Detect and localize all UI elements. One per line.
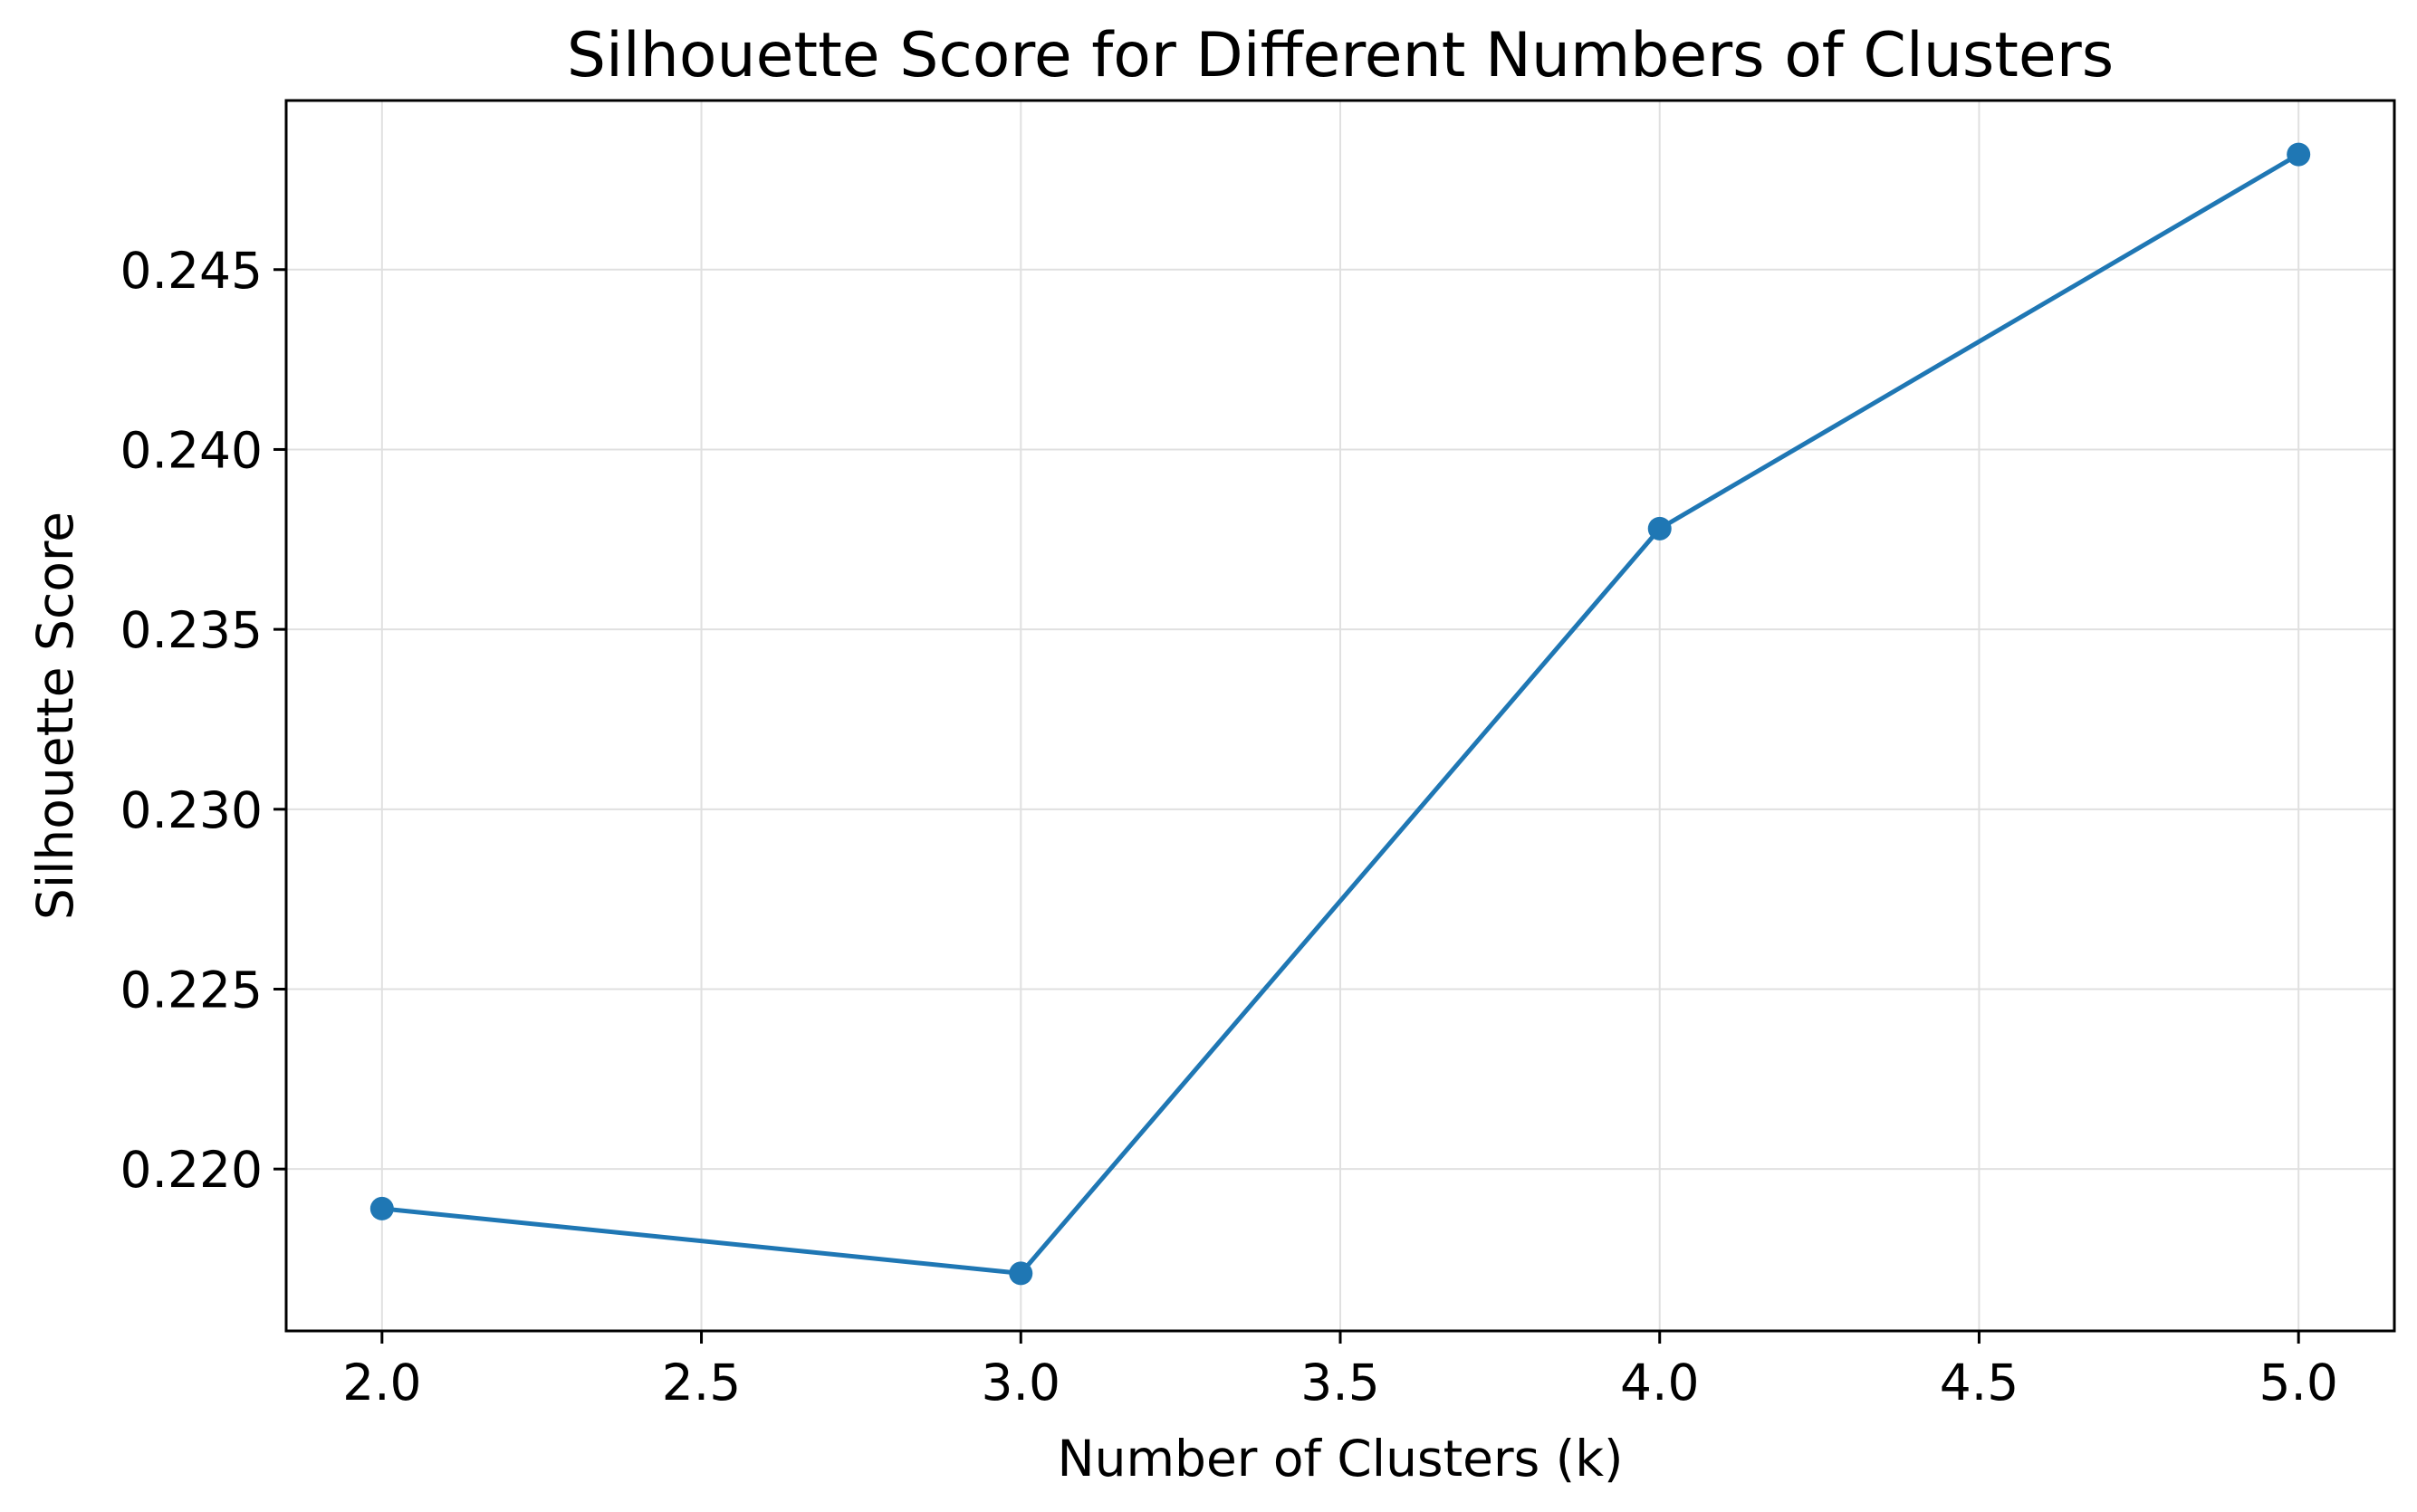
data-point (2287, 142, 2311, 167)
axis-ticks: 2.0 2.5 3.0 3.5 4.0 4.5 5.0 0.220 0.225 0.230 0.23… (120, 242, 2338, 1412)
plot-area-frame (284, 99, 2396, 1333)
grid-lines (286, 100, 2394, 1331)
chart-title: Silhouette Score for Different Numbers o… (567, 20, 2114, 91)
data-point (1009, 1261, 1033, 1286)
x-tick-label: 2.0 (342, 1354, 421, 1412)
data-point (369, 1196, 394, 1220)
x-tick-label: 2.5 (662, 1354, 741, 1412)
series-line (381, 152, 2300, 1276)
y-tick-label: 0.230 (120, 781, 263, 839)
x-tick-label: 3.5 (1300, 1354, 1379, 1412)
y-axis-label: Silhouette Score (26, 512, 84, 920)
x-tick-label: 5.0 (2259, 1354, 2337, 1412)
y-tick-label: 0.225 (120, 962, 263, 1019)
x-tick-label: 4.0 (1620, 1354, 1699, 1412)
y-tick-label: 0.220 (120, 1141, 263, 1199)
x-tick-label: 4.5 (1940, 1354, 2019, 1412)
y-tick-label: 0.245 (120, 242, 263, 300)
x-tick-label: 3.0 (982, 1354, 1060, 1412)
x-axis-label: Number of Clusters (k) (1057, 1430, 1623, 1488)
data-point (1647, 516, 1672, 541)
y-tick-label: 0.240 (120, 421, 263, 479)
y-tick-label: 0.235 (120, 601, 263, 659)
series-group (369, 142, 2311, 1286)
